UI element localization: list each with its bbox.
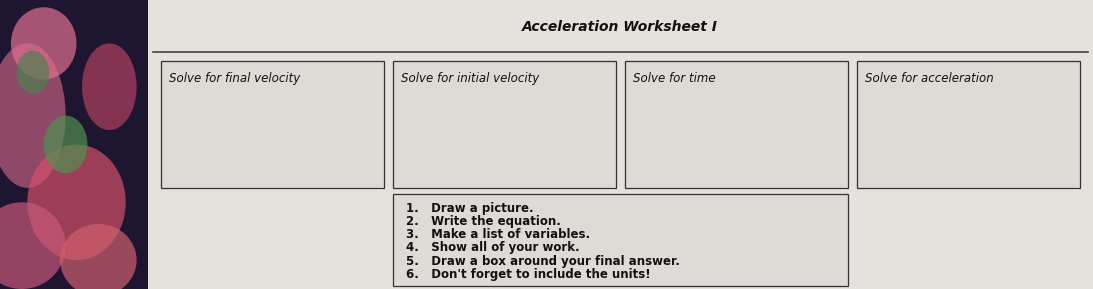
Text: Solve for time: Solve for time (634, 72, 716, 85)
Text: Solve for final velocity: Solve for final velocity (169, 72, 301, 85)
Bar (161, 61, 384, 188)
Ellipse shape (11, 7, 77, 79)
Ellipse shape (82, 43, 137, 130)
Text: 3.   Make a list of variables.: 3. Make a list of variables. (406, 228, 590, 241)
Text: 2.   Write the equation.: 2. Write the equation. (406, 215, 561, 228)
Text: Acceleration Worksheet I: Acceleration Worksheet I (522, 20, 718, 34)
Ellipse shape (44, 116, 87, 173)
Bar (857, 61, 1080, 188)
Text: 6.   Don't forget to include the units!: 6. Don't forget to include the units! (406, 268, 650, 281)
Ellipse shape (60, 224, 137, 289)
Text: 4.   Show all of your work.: 4. Show all of your work. (406, 242, 579, 254)
Ellipse shape (0, 43, 66, 188)
Text: 1.   Draw a picture.: 1. Draw a picture. (406, 202, 533, 214)
Bar (392, 194, 848, 286)
Ellipse shape (27, 144, 126, 260)
Bar (392, 61, 616, 188)
Bar (0, 0, 148, 289)
Ellipse shape (16, 51, 49, 94)
Text: Solve for initial velocity: Solve for initial velocity (401, 72, 540, 85)
Ellipse shape (0, 202, 66, 289)
Bar (625, 61, 848, 188)
Text: Solve for acceleration: Solve for acceleration (866, 72, 995, 85)
Text: 5.   Draw a box around your final answer.: 5. Draw a box around your final answer. (406, 255, 680, 268)
